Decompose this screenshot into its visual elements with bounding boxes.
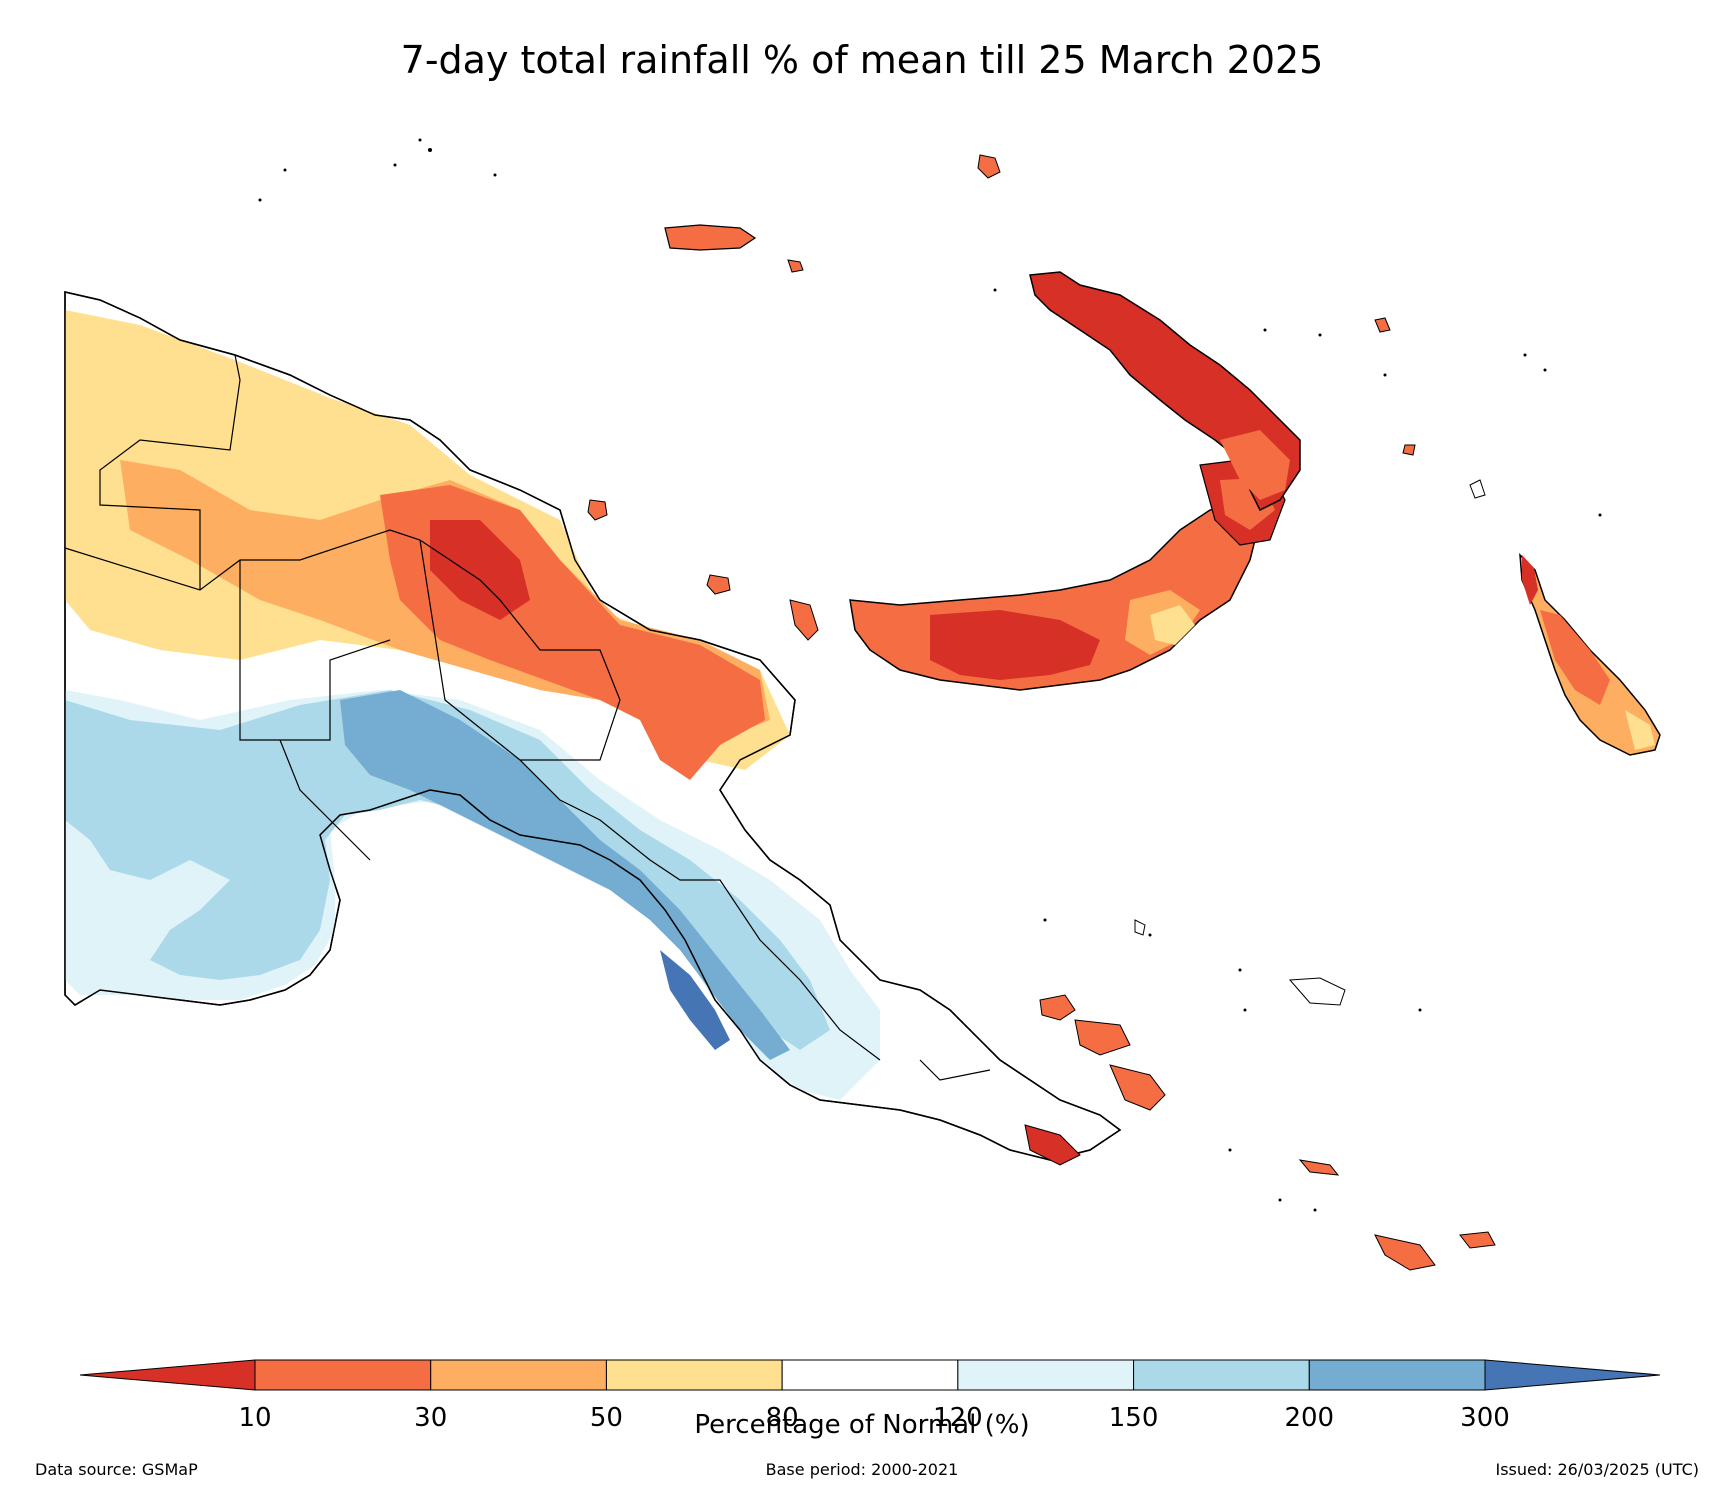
map-title: 7-day total rainfall % of mean till 25 M… — [400, 38, 1324, 82]
colorbar-title: Percentage of Normal (%) — [694, 1410, 1030, 1440]
zone-200-300 — [340, 690, 790, 1060]
colorbar-segment — [605, 1359, 783, 1391]
colorbar-tick-label: 300 — [1460, 1403, 1510, 1433]
data-source: Data source: GSMaP — [35, 1460, 198, 1479]
new-britain — [849, 459, 1286, 691]
colorbar: 10 30 50 80 120 150 200 300 — [80, 1359, 1660, 1433]
manus-island — [664, 154, 1001, 273]
base-period: Base period: 2000-2021 — [765, 1460, 959, 1479]
zone-150-200 — [65, 690, 830, 1050]
colorbar-segment — [781, 1359, 959, 1391]
colorbar-extend-high — [1484, 1359, 1660, 1391]
issued-date: Issued: 26/03/2025 (UTC) — [1495, 1460, 1699, 1479]
small-islands — [587, 317, 1496, 1271]
colorbar-extend-low — [80, 1359, 256, 1391]
colorbar-segment — [430, 1359, 607, 1391]
colorbar-tick-label: 30 — [414, 1403, 447, 1433]
colorbar-segment — [957, 1359, 1135, 1391]
colorbar-tick-label: 10 — [238, 1403, 271, 1433]
colorbar-tick-label: 120 — [933, 1403, 983, 1433]
zone-above-300 — [660, 950, 730, 1050]
new-ireland — [1029, 271, 1301, 512]
rainfall-map — [64, 138, 1661, 1271]
bougainville — [1519, 553, 1661, 756]
colorbar-segment — [254, 1359, 432, 1391]
mainland-png — [64, 291, 1122, 1161]
zone-below-10 — [430, 520, 530, 620]
colorbar-tick-label: 50 — [590, 1403, 623, 1433]
colorbar-tick-label: 80 — [766, 1403, 799, 1433]
outlined-islands — [1134, 479, 1486, 1006]
colorbar-segment — [1308, 1359, 1486, 1391]
colorbar-segment — [1133, 1359, 1310, 1391]
colorbar-tick-label: 200 — [1284, 1403, 1334, 1433]
colorbar-tick-label: 150 — [1109, 1403, 1159, 1433]
province-borders — [64, 354, 991, 1081]
